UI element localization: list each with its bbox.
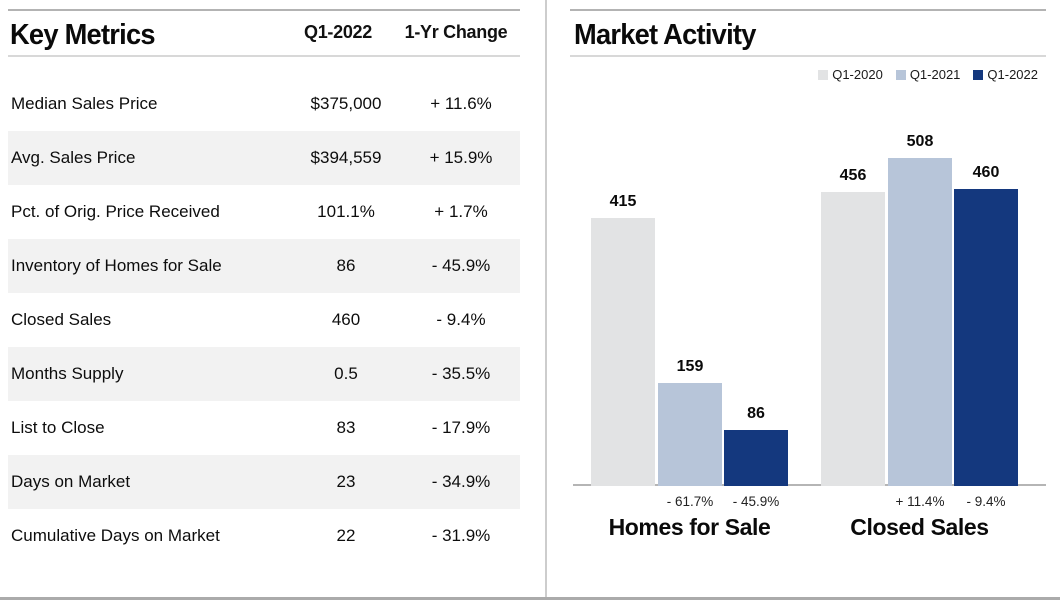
chart-axis-line bbox=[573, 484, 1046, 486]
title-rule-right bbox=[570, 55, 1046, 57]
row-value: 23 bbox=[336, 472, 356, 491]
row-value: 22 bbox=[336, 526, 356, 545]
top-rule-left bbox=[8, 9, 520, 11]
table-row: Pct. of Orig. Price Received 101.1% + 1.7% bbox=[8, 185, 520, 239]
bar bbox=[888, 158, 952, 486]
bar-value-label: 86 bbox=[747, 405, 765, 422]
group-label: Closed Sales bbox=[850, 514, 989, 540]
chart-legend: Q1-2020 Q1-2021 Q1-2022 bbox=[818, 67, 1038, 82]
row-change: - 31.9% bbox=[431, 526, 491, 545]
row-label: Avg. Sales Price bbox=[11, 148, 136, 167]
row-value: 101.1% bbox=[317, 202, 375, 221]
row-label: Pct. of Orig. Price Received bbox=[11, 202, 220, 221]
row-label: List to Close bbox=[11, 418, 105, 437]
row-label: Inventory of Homes for Sale bbox=[11, 256, 222, 275]
row-change: - 17.9% bbox=[431, 418, 491, 437]
table-row: Days on Market 23 - 34.9% bbox=[8, 455, 520, 509]
table-row: Months Supply 0.5 - 35.5% bbox=[8, 347, 520, 401]
bar bbox=[658, 383, 722, 486]
legend-item: Q1-2022 bbox=[973, 67, 1038, 82]
bar-value-label: 508 bbox=[906, 133, 934, 150]
row-change: - 35.5% bbox=[431, 364, 491, 383]
table-row: Closed Sales 460 - 9.4% bbox=[8, 293, 520, 347]
legend-item: Q1-2020 bbox=[818, 67, 883, 82]
bar-value-label: 456 bbox=[839, 167, 867, 184]
bar bbox=[821, 192, 885, 486]
column-header-period: Q1-2022 bbox=[304, 22, 372, 42]
group-label: Homes for Sale bbox=[608, 514, 771, 540]
column-header-change: 1-Yr Change bbox=[404, 22, 508, 42]
row-change: - 34.9% bbox=[431, 472, 491, 491]
panel-divider bbox=[545, 0, 547, 598]
title-rule-left bbox=[8, 55, 520, 57]
legend-swatch-icon bbox=[818, 69, 829, 80]
row-value: 86 bbox=[336, 256, 356, 275]
row-label: Months Supply bbox=[11, 364, 124, 383]
table-row: Cumulative Days on Market 22 - 31.9% bbox=[8, 509, 520, 563]
row-change: + 1.7% bbox=[434, 202, 488, 221]
legend-swatch-icon bbox=[973, 69, 984, 80]
legend-label: Q1-2022 bbox=[987, 67, 1038, 82]
row-label: Cumulative Days on Market bbox=[11, 526, 220, 545]
bar bbox=[954, 189, 1018, 486]
row-change: - 45.9% bbox=[431, 256, 491, 275]
row-value: $394,559 bbox=[310, 148, 382, 167]
row-value: 460 bbox=[331, 310, 361, 329]
row-label: Closed Sales bbox=[11, 310, 112, 329]
legend-label: Q1-2020 bbox=[832, 67, 883, 82]
legend-swatch-icon bbox=[895, 69, 906, 80]
bar-pct-label: - 9.4% bbox=[966, 494, 1006, 509]
row-change: + 15.9% bbox=[429, 148, 493, 167]
bar-pct-label: + 11.4% bbox=[895, 494, 945, 509]
bar-value-label: 460 bbox=[972, 164, 1000, 181]
table-row: List to Close 83 - 17.9% bbox=[8, 401, 520, 455]
row-change: + 11.6% bbox=[430, 94, 492, 113]
row-value: $375,000 bbox=[310, 94, 382, 113]
market-activity-title: Market Activity bbox=[574, 19, 756, 51]
row-label: Days on Market bbox=[11, 472, 131, 491]
bottom-rule bbox=[0, 597, 1060, 600]
table-row: Inventory of Homes for Sale 86 - 45.9% bbox=[8, 239, 520, 293]
top-rule-right bbox=[570, 9, 1046, 11]
bar-value-label: 415 bbox=[609, 193, 637, 210]
bar bbox=[724, 430, 788, 486]
table-row: Avg. Sales Price $394,559 + 15.9% bbox=[8, 131, 520, 185]
row-value: 0.5 bbox=[334, 364, 358, 383]
legend-label: Q1-2021 bbox=[909, 67, 961, 82]
bar-pct-label: - 61.7% bbox=[666, 494, 714, 509]
bar bbox=[591, 218, 655, 486]
row-label: Median Sales Price bbox=[11, 94, 158, 113]
row-value: 83 bbox=[336, 418, 356, 437]
key-metrics-title: Key Metrics bbox=[10, 19, 156, 51]
bar-pct-label: - 45.9% bbox=[732, 494, 780, 509]
table-row: Median Sales Price $375,000 + 11.6% bbox=[8, 77, 520, 131]
row-change: - 9.4% bbox=[436, 310, 486, 329]
legend-item: Q1-2021 bbox=[895, 67, 961, 82]
metrics-table: Median Sales Price $375,000 + 11.6% Avg. Sa… bbox=[8, 77, 520, 563]
bar-value-label: 159 bbox=[676, 358, 704, 375]
